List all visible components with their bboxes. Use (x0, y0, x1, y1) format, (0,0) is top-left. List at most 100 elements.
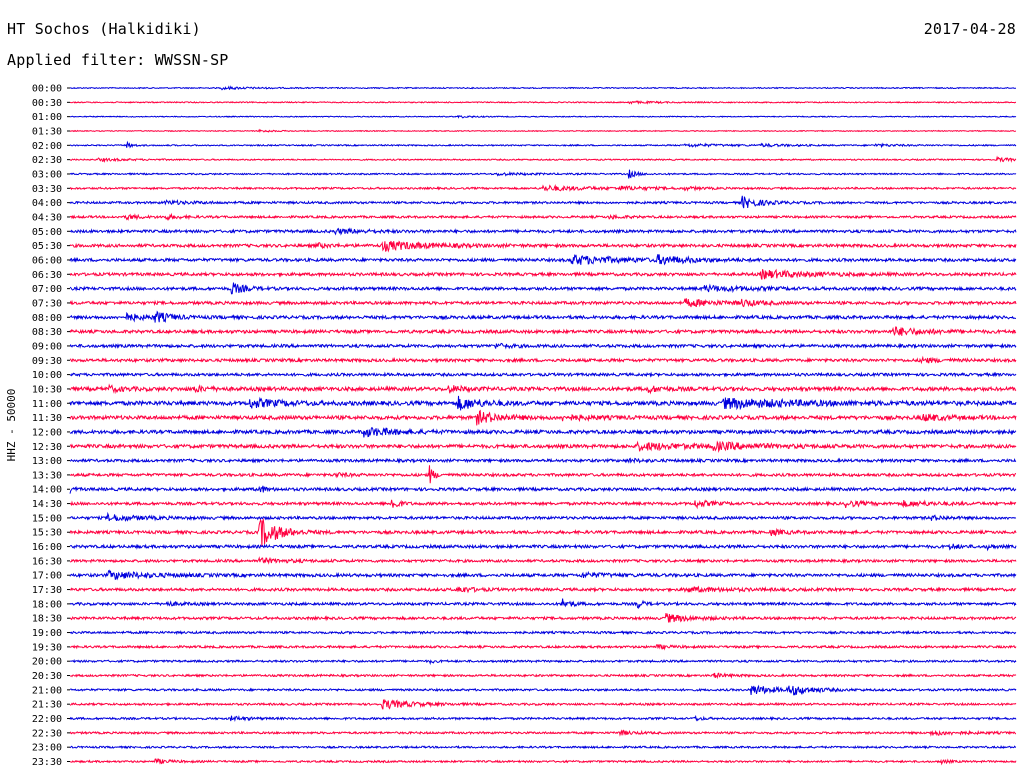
y-axis-label: HHZ - 50000 (5, 389, 18, 462)
time-label: 22:00 (32, 714, 62, 725)
time-label: 02:00 (32, 141, 62, 152)
time-label: 07:30 (32, 298, 62, 309)
time-label: 19:00 (32, 628, 62, 639)
filter-label: Applied filter: WWSSN-SP (7, 51, 229, 69)
time-label: 00:00 (32, 84, 62, 95)
seismic-trace-1330 (69, 465, 1016, 484)
time-label: 21:00 (32, 685, 62, 696)
seismic-trace-2330 (69, 757, 1017, 766)
seismic-trace-0500 (69, 227, 1017, 236)
time-label: 11:30 (32, 413, 62, 424)
seismic-trace-0330 (69, 184, 1017, 192)
time-label: 01:00 (32, 112, 62, 123)
time-label: 20:30 (32, 671, 62, 682)
time-label: 07:00 (32, 284, 62, 295)
time-label: 14:00 (32, 485, 62, 496)
seismic-trace-0230 (69, 155, 1017, 164)
seismic-trace-0800 (69, 310, 1016, 324)
seismic-trace-2130 (69, 698, 1017, 710)
time-label: 15:30 (32, 528, 62, 539)
time-label: 19:30 (32, 642, 62, 653)
trace-group (69, 85, 1017, 766)
seismic-trace-0600 (69, 254, 1017, 266)
time-label: 17:30 (32, 585, 62, 596)
time-label: 01:30 (32, 126, 62, 137)
time-label: 21:30 (32, 700, 62, 711)
time-label: 18:30 (32, 614, 62, 625)
seismic-trace-1900 (69, 629, 1017, 636)
seismic-trace-0830 (69, 326, 1017, 337)
seismic-trace-2000 (70, 658, 1017, 666)
time-label: 06:30 (32, 270, 62, 281)
seismic-trace-1430 (69, 499, 1017, 510)
time-label: 09:00 (32, 341, 62, 352)
seismic-trace-0130 (69, 128, 1017, 133)
seismic-trace-1100 (69, 395, 1017, 411)
time-label: 10:30 (32, 384, 62, 395)
seismic-trace-0200 (69, 140, 1017, 149)
seismic-trace-0030 (69, 99, 1017, 105)
time-label: 17:00 (32, 571, 62, 582)
seismic-trace-2230 (69, 729, 1017, 737)
time-label: 13:00 (32, 456, 62, 467)
time-label: 00:30 (32, 98, 62, 109)
seismic-trace-1930 (69, 643, 1017, 651)
time-label: 05:30 (32, 241, 62, 252)
seismic-trace-1600 (69, 543, 1017, 552)
time-label: 13:30 (32, 470, 62, 481)
time-label: 12:00 (32, 427, 62, 438)
time-label: 12:30 (32, 442, 62, 453)
seismic-trace-1630 (69, 556, 1017, 565)
seismic-trace-0100 (70, 114, 1017, 119)
time-label: 15:00 (32, 513, 62, 524)
seismic-trace-1830 (69, 612, 1017, 623)
time-label: 03:00 (32, 169, 62, 180)
seismic-trace-0400 (69, 195, 1017, 209)
time-label: 05:00 (32, 227, 62, 238)
seismic-trace-1230 (69, 440, 1017, 453)
seismic-trace-0530 (69, 240, 1017, 253)
seismic-trace-1530 (69, 518, 1017, 547)
seismic-trace-1400 (69, 485, 1017, 494)
seismic-trace-0730 (69, 298, 1017, 308)
time-label: 04:30 (32, 212, 62, 223)
time-label-group: 00:00 00:30 01:00 01:30 02:00 02:30 03:00 03:30… (32, 84, 70, 768)
station-title: HT Sochos (Halkidiki) (7, 20, 201, 38)
time-label: 20:00 (32, 657, 62, 668)
seismic-trace-1000 (69, 371, 1017, 378)
seismic-trace-0900 (69, 342, 1017, 350)
time-label: 04:00 (32, 198, 62, 209)
time-label: 08:00 (32, 313, 62, 324)
seismic-trace-1730 (69, 585, 1017, 594)
seismic-trace-2300 (69, 745, 1017, 750)
seismic-trace-1030 (69, 383, 1017, 395)
seismic-trace-0630 (69, 268, 1017, 280)
seismic-trace-2030 (69, 672, 1017, 680)
seismic-trace-0700 (69, 282, 1017, 295)
time-label: 10:00 (32, 370, 62, 381)
seismic-trace-0300 (69, 169, 1017, 179)
time-label: 18:00 (32, 599, 62, 610)
seismic-trace-1200 (69, 426, 1017, 438)
seismic-trace-1800 (69, 598, 1017, 610)
seismic-trace-1300 (70, 457, 1017, 464)
time-label: 23:00 (32, 743, 62, 754)
time-label: 03:30 (32, 184, 62, 195)
time-label: 06:00 (32, 255, 62, 266)
seismic-trace-1130 (69, 409, 1017, 426)
date-label: 2017-04-28 (923, 20, 1016, 38)
time-label: 16:00 (32, 542, 62, 553)
seismic-trace-0000 (69, 85, 1016, 91)
seismic-trace-1500 (69, 511, 1017, 522)
time-label: 22:30 (32, 728, 62, 739)
time-label: 02:30 (32, 155, 62, 166)
seismic-trace-1700 (69, 569, 1017, 581)
time-label: 14:30 (32, 499, 62, 510)
time-label: 08:30 (32, 327, 62, 338)
time-label: 16:30 (32, 556, 62, 567)
time-label: 23:30 (32, 757, 62, 768)
seismic-trace-2100 (69, 684, 1017, 696)
time-label: 11:00 (32, 399, 62, 410)
seismic-trace-0930 (69, 355, 1017, 365)
